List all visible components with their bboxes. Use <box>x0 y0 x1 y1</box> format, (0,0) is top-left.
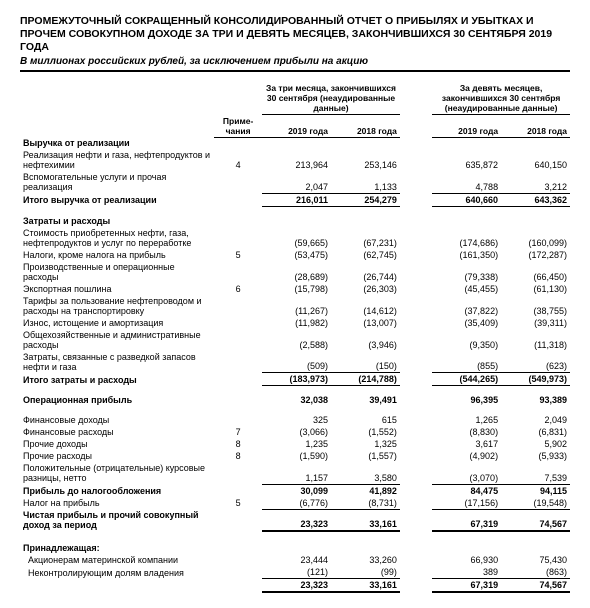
table-row: 23,32333,16167,31974,567 <box>20 579 570 593</box>
report-title: ПРОМЕЖУТОЧНЫЙ СОКРАЩЕННЫЙ КОНСОЛИДИРОВАН… <box>20 15 570 54</box>
title-divider <box>20 70 570 72</box>
table-row: Итого выручка от реализации 216,011 254,… <box>20 193 570 206</box>
period-header-9m: За девять месяцев, закончившихся 30 сент… <box>432 82 570 115</box>
col-2019-a: 2019 года <box>262 115 331 138</box>
table-row: Налоги, кроме налога на прибыль5(53,475)… <box>20 249 570 261</box>
table-row: Затраты, связанные с разведкой запасов н… <box>20 351 570 373</box>
table-row: Стоимость приобретенных нефти, газа, неф… <box>20 227 570 249</box>
table-row: Неконтролирующим долям владения(121)(99)… <box>20 566 570 579</box>
table-row: Реализация нефти и газа, нефтепродуктов … <box>20 149 570 171</box>
table-row: Положительные (отрицательные) курсовые р… <box>20 462 570 484</box>
table-row: Налог на прибыль5(6,776)(8,731)(17,156)(… <box>20 497 570 510</box>
table-row: Экспортная пошлина6(15,798)(26,303)(45,4… <box>20 283 570 295</box>
table-row: Производственные и операционные расходы(… <box>20 261 570 283</box>
period-header-3m: За три месяца, закончившихся 30 сентября… <box>262 82 400 115</box>
table-row: Износ, истощение и амортизация(11,982)(1… <box>20 317 570 329</box>
table-row: Чистая прибыль и прочий совокупный доход… <box>20 509 570 531</box>
attributable-header: Принадлежащая: <box>20 542 214 554</box>
table-row: Прочие расходы8(1,590)(1,557)(4,902)(5,9… <box>20 450 570 462</box>
table-row: Операционная прибыль32,03839,49196,39593… <box>20 394 570 406</box>
table-row: Финансовые расходы7(3,066)(1,552)(8,830)… <box>20 426 570 438</box>
report-subtitle: В миллионах российских рублей, за исключ… <box>20 56 570 67</box>
table-row: Вспомогательные услуги и прочая реализац… <box>20 171 570 193</box>
table-row: Тарифы за пользование нефтепроводом и ра… <box>20 295 570 317</box>
table-row: Прочие доходы81,2351,3253,6175,902 <box>20 438 570 450</box>
col-2018-a: 2018 года <box>331 115 400 138</box>
table-row: Прибыль до налогообложения30,09941,89284… <box>20 484 570 497</box>
table-row: Итого затраты и расходы(183,973)(214,788… <box>20 373 570 386</box>
costs-header: Затраты и расходы <box>20 215 214 227</box>
revenue-header: Выручка от реализации <box>20 137 214 149</box>
financial-table: За три месяца, закончившихся 30 сентября… <box>20 82 570 593</box>
col-2019-b: 2019 года <box>432 115 501 138</box>
table-row: Финансовые доходы3256151,2652,049 <box>20 414 570 426</box>
table-row: Акционерам материнской компании23,44433,… <box>20 554 570 566</box>
col-notes: Приме-чания <box>214 115 262 138</box>
table-row: Общехозяйственные и административные рас… <box>20 329 570 351</box>
col-2018-b: 2018 года <box>501 115 570 138</box>
